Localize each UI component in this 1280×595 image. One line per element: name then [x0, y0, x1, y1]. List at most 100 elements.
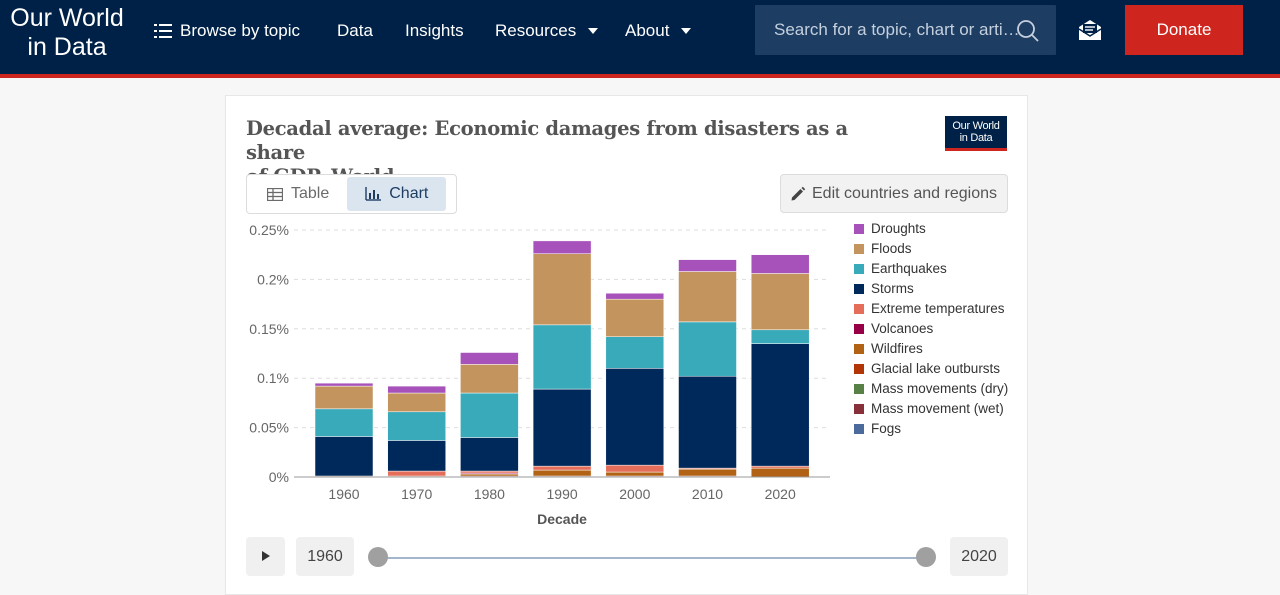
nav-browse-label: Browse by topic: [180, 21, 300, 40]
bar-segment: [460, 352, 519, 365]
chevron-down-icon: [681, 28, 692, 34]
legend-swatch: [854, 424, 864, 434]
nav-data[interactable]: Data: [337, 20, 373, 42]
bar-segment: [314, 436, 374, 477]
header-accent-line: [0, 74, 1280, 78]
bar-segment: [314, 385, 374, 410]
bar-segment: [460, 392, 519, 438]
x-tick-label: 2000: [619, 486, 650, 502]
badge-line1: Our World: [952, 120, 1000, 132]
legend-swatch: [854, 224, 864, 234]
legend-swatch: [854, 384, 864, 394]
legend-label: Fogs: [871, 421, 902, 436]
bar-segment: [678, 468, 737, 477]
legend-swatch: [854, 304, 864, 314]
play-button[interactable]: [246, 537, 285, 576]
owid-logo-badge[interactable]: Our World in Data: [945, 116, 1007, 151]
legend-item[interactable]: Mass movement (wet): [854, 402, 1024, 416]
bar-segment: [605, 464, 665, 473]
bar-segment: [605, 471, 665, 477]
legend-item[interactable]: Earthquakes: [854, 262, 1024, 276]
x-tick-label: 2020: [765, 486, 796, 502]
bar-segment: [678, 321, 737, 377]
legend-item[interactable]: Droughts: [854, 222, 1024, 236]
legend-swatch: [854, 364, 864, 374]
search-input[interactable]: [755, 5, 1020, 55]
bar-segment: [460, 364, 519, 394]
site-logo[interactable]: Our World in Data: [8, 4, 126, 62]
legend-item[interactable]: Fogs: [854, 422, 1024, 436]
bar-segment: [750, 254, 810, 274]
bar-segment: [750, 273, 810, 331]
nav-resources[interactable]: Resources: [495, 20, 599, 42]
bar-segment: [387, 440, 446, 472]
bar-segment: [605, 336, 665, 369]
chevron-down-icon: [588, 28, 599, 34]
bar-segment: [387, 392, 446, 413]
stacked-bar-chart: 0% 0.05% 0.1% 0.15% 0.2% 0.25% 1960 1970 1980 199…: [249, 222, 830, 527]
bar-chart-icon: [365, 187, 382, 201]
x-tick-label: 1980: [474, 486, 505, 502]
top-navigation-bar: Our World in Data Browse by topic Data I…: [0, 0, 1280, 74]
legend-item[interactable]: Mass movements (dry): [854, 382, 1024, 396]
bar-segment: [460, 473, 519, 477]
play-icon: [262, 551, 270, 561]
legend-label: Glacial lake outbursts: [871, 361, 1001, 376]
bar-segment: [532, 240, 592, 254]
bar-segment: [387, 470, 446, 477]
logo-line1: Our World: [10, 4, 124, 32]
legend-label: Droughts: [871, 221, 926, 236]
nav-insights[interactable]: Insights: [405, 20, 464, 42]
edit-countries-button[interactable]: Edit countries and regions: [780, 174, 1008, 213]
bar-segment: [605, 292, 665, 300]
bar-segment: [460, 437, 519, 472]
bar-segment: [314, 408, 374, 437]
y-tick-label: 0.2%: [257, 271, 289, 287]
legend-item[interactable]: Wildfires: [854, 342, 1024, 356]
timeline-end-handle[interactable]: [916, 547, 936, 567]
nav-browse-by-topic[interactable]: Browse by topic: [154, 20, 300, 42]
legend-swatch: [854, 264, 864, 274]
timeline-start-year[interactable]: 1960: [296, 537, 354, 576]
timeline-end-year[interactable]: 2020: [950, 537, 1008, 576]
legend-item[interactable]: Floods: [854, 242, 1024, 256]
legend-swatch: [854, 324, 864, 334]
nav-data-label: Data: [337, 21, 373, 40]
legend-item[interactable]: Storms: [854, 282, 1024, 296]
legend-label: Extreme temperatures: [871, 301, 1005, 316]
tab-chart-label: Chart: [389, 185, 429, 202]
y-tick-label: 0.05%: [249, 420, 289, 436]
legend-swatch: [854, 284, 864, 294]
bar-segment: [460, 470, 519, 474]
legend-item[interactable]: Extreme temperatures: [854, 302, 1024, 316]
bar-segment: [750, 467, 810, 478]
bar-segment: [532, 469, 592, 477]
search-icon[interactable]: [1016, 19, 1040, 43]
bar-segment: [387, 385, 446, 394]
bar-segment: [605, 298, 665, 337]
y-tick-label: 0.1%: [257, 370, 289, 386]
bar-segment: [678, 259, 737, 272]
legend-item[interactable]: Glacial lake outbursts: [854, 362, 1024, 376]
view-tabs: Table Chart: [246, 174, 457, 214]
tab-chart[interactable]: Chart: [347, 177, 447, 211]
newsletter-icon[interactable]: [1077, 18, 1103, 42]
legend-item[interactable]: Volcanoes: [854, 322, 1024, 336]
badge-line2: in Data: [959, 132, 993, 144]
nav-about[interactable]: About: [625, 20, 692, 42]
legend-label: Floods: [871, 241, 912, 256]
chart-title-line1: Decadal average: Economic damages from d…: [246, 117, 848, 164]
tab-table[interactable]: Table: [249, 177, 347, 211]
timeline-track[interactable]: [379, 557, 927, 559]
x-tick-label: 1960: [328, 486, 359, 502]
y-tick-label: 0.15%: [249, 321, 289, 337]
logo-line2: in Data: [27, 33, 107, 61]
x-tick-label: 1970: [401, 486, 432, 502]
y-tick-label: 0%: [269, 469, 289, 485]
search-box: [755, 5, 1056, 55]
legend-label: Storms: [871, 281, 914, 296]
pencil-icon: [791, 186, 806, 200]
donate-button[interactable]: Donate: [1125, 5, 1243, 55]
nav-insights-label: Insights: [405, 21, 464, 40]
timeline-start-handle[interactable]: [368, 547, 388, 567]
